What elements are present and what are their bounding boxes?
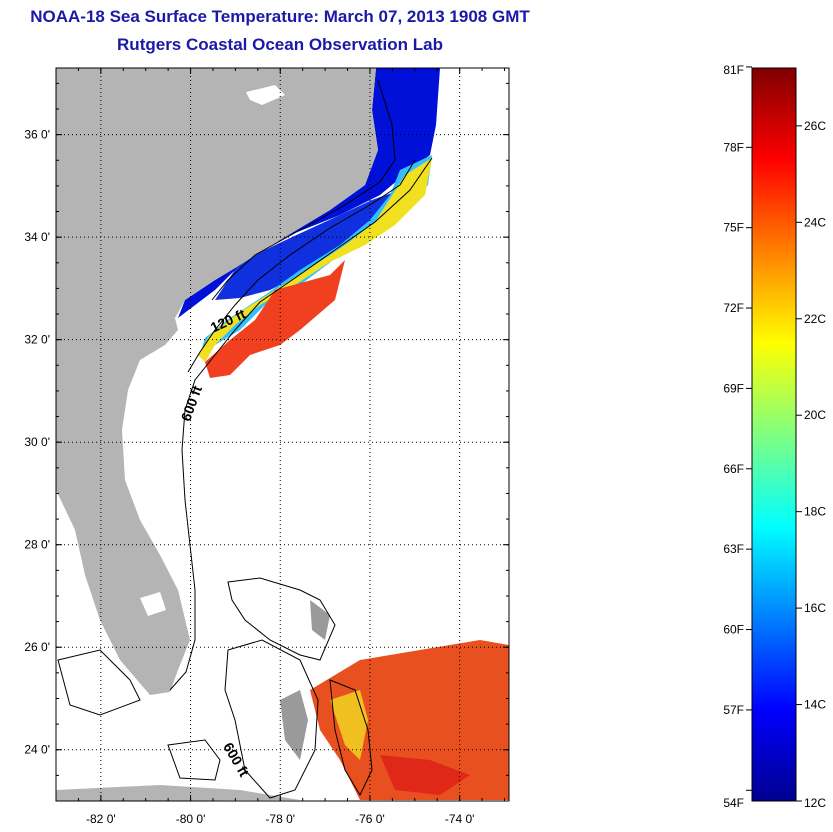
colorbar-ticks — [746, 66, 802, 802]
sst-cold-band — [178, 68, 440, 318]
map-frame — [55, 67, 510, 802]
lon-tick-label: -76 0' — [355, 812, 385, 826]
colorbar-f-label: 60F — [723, 623, 744, 637]
contour-exuma — [329, 679, 373, 797]
sst-blue-band — [215, 190, 400, 300]
contour-florida-keys — [57, 649, 141, 716]
latitude-labels: 36 0' 34 0' 32 0' 30 0' 28 0' 26 0' 24 0' — [24, 128, 50, 757]
lat-tick-label: 30 0' — [24, 435, 50, 449]
colorbar-f-label: 66F — [723, 462, 744, 476]
colorbar-c-label: 26C — [804, 119, 826, 133]
lat-tick-label: 28 0' — [24, 538, 50, 552]
colorbar-f-label: 72F — [723, 301, 744, 315]
colorbar-c-label: 12C — [804, 796, 826, 810]
contour-great-bahama-bank — [224, 639, 319, 799]
map-subtitle: Rutgers Coastal Ocean Observation Lab — [117, 35, 443, 54]
lon-tick-label: -74 0' — [445, 812, 475, 826]
lat-tick-label: 26 0' — [24, 640, 50, 654]
land-southeast-us — [56, 68, 378, 695]
lat-tick-label: 24 0' — [24, 743, 50, 757]
colorbar-celsius-labels: 26C 24C 22C 20C 18C 16C 14C 12C — [804, 119, 826, 810]
lat-tick-label: 36 0' — [24, 128, 50, 142]
colorbar-f-label: 63F — [723, 542, 744, 556]
colorbar-f-label: 78F — [723, 140, 744, 154]
colorbar-f-label: 54F — [723, 796, 744, 810]
bathymetry-contours — [57, 79, 433, 799]
axis-ticks — [55, 68, 509, 802]
lat-tick-label: 34 0' — [24, 230, 50, 244]
longitude-labels: -82 0' -80 0' -78 0' -76 0' -74 0' — [86, 812, 474, 826]
lon-tick-label: -82 0' — [86, 812, 116, 826]
lat-tick-label: 32 0' — [24, 333, 50, 347]
colorbar-c-label: 20C — [804, 408, 826, 422]
sst-red-patch-south — [380, 755, 470, 795]
colorbar-f-label: 75F — [723, 221, 744, 235]
lake-inland-1 — [246, 85, 285, 105]
colorbar-fahrenheit-labels: 81F 78F 75F 72F 69F 66F 63F 60F 57F 54F — [723, 63, 744, 810]
lake-okeechobee — [140, 592, 166, 616]
colorbar-c-label: 18C — [804, 505, 826, 519]
sst-warm-patch-north — [205, 260, 345, 378]
land-abaco — [310, 600, 330, 640]
colorbar-c-label: 14C — [804, 698, 826, 712]
lon-tick-label: -80 0' — [176, 812, 206, 826]
contour-cay-sal-bank — [167, 739, 221, 781]
colorbar-c-label: 24C — [804, 215, 826, 229]
land — [56, 68, 378, 801]
sst-yellow-band — [198, 158, 432, 362]
colorbar — [751, 67, 797, 802]
colorbar-c-label: 22C — [804, 312, 826, 326]
sst-yellow-patch-south — [330, 690, 368, 760]
colorbar-f-label: 57F — [723, 703, 744, 717]
contour-600ft — [169, 157, 433, 691]
colorbar-f-label: 81F — [723, 63, 744, 77]
colorbar-f-label: 69F — [723, 381, 744, 395]
contour-little-bahama-bank — [227, 577, 336, 661]
land-andros — [280, 690, 308, 760]
map-layers — [56, 68, 509, 801]
lon-tick-label: -78 0' — [265, 812, 295, 826]
colorbar-c-label: 16C — [804, 601, 826, 615]
map-title: NOAA-18 Sea Surface Temperature: March 0… — [30, 7, 530, 26]
contour-120ft-north — [211, 79, 396, 301]
contour-120ft — [187, 159, 416, 373]
land-cuba — [56, 785, 300, 801]
